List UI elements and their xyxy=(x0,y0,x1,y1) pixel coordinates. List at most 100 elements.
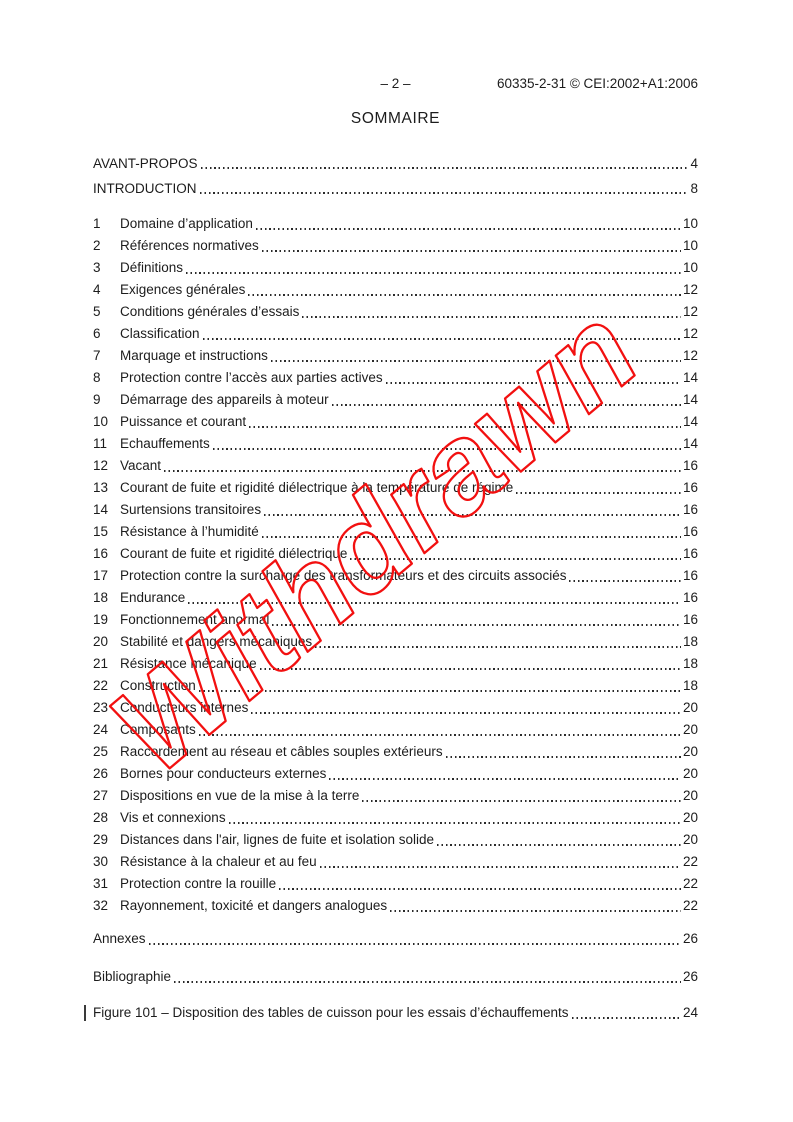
toc-entry: 18 Endurance 16 xyxy=(93,587,698,609)
entry-label: Résistance à la chaleur et au feu xyxy=(120,854,317,869)
entry-page: 10 xyxy=(682,260,698,275)
entry-label: Bornes pour conducteurs externes xyxy=(120,766,327,781)
entry-label: Marquage et instructions xyxy=(120,348,268,363)
dot-leader xyxy=(569,580,681,582)
toc-entry: 4 Exigences générales 12 xyxy=(93,279,698,301)
toc-title: SOMMAIRE xyxy=(350,110,441,127)
toc-entry: 5 Conditions générales d’essais 12 xyxy=(93,301,698,323)
dot-leader xyxy=(248,294,681,296)
dot-leader xyxy=(264,514,681,516)
section-number: 27 xyxy=(93,788,109,803)
entry-page: 16 xyxy=(682,524,698,539)
entry-label: Construction xyxy=(120,678,196,693)
entry-page: 20 xyxy=(682,722,698,737)
dot-leader xyxy=(228,822,681,824)
entry-page: 20 xyxy=(682,788,698,803)
dot-leader xyxy=(571,1017,681,1019)
entry-label: Surtensions transitoires xyxy=(120,502,262,517)
entry-page: 26 xyxy=(682,931,698,946)
entry-page: 16 xyxy=(682,480,698,495)
entry-page: 20 xyxy=(682,700,698,715)
toc-section-list: 1 Domaine d’application 10 2 Références norm… xyxy=(93,213,698,917)
entry-page: 4 xyxy=(690,156,698,171)
dot-leader xyxy=(202,338,681,340)
toc-entry: 32 Rayonnement, toxicité et dangers analo… xyxy=(93,895,698,917)
dot-leader xyxy=(255,228,681,230)
dot-leader xyxy=(164,470,681,472)
dot-leader xyxy=(279,888,681,890)
section-number: 9 xyxy=(93,392,101,407)
entry-label: Vis et connexions xyxy=(120,810,226,825)
section-number: 20 xyxy=(93,634,109,649)
dot-leader xyxy=(385,382,681,384)
page-number-marker: – 2 – xyxy=(380,76,411,91)
entry-label: Fonctionnement anormal xyxy=(120,612,270,627)
toc-entry: 7 Marquage et instructions 12 xyxy=(93,345,698,367)
entry-page: 12 xyxy=(682,304,698,319)
entry-label: Bibliographie xyxy=(93,969,172,984)
toc-entry: Bibliographie 26 xyxy=(93,966,698,988)
dot-leader xyxy=(261,250,681,252)
entry-page: 18 xyxy=(682,656,698,671)
entry-page: 12 xyxy=(682,348,698,363)
section-number: 22 xyxy=(93,678,109,693)
toc-entry: 31 Protection contre la rouille 22 xyxy=(93,873,698,895)
toc-entry: 17 Protection contre la surcharge des tra… xyxy=(93,565,698,587)
dot-leader xyxy=(261,536,681,538)
entry-page: 20 xyxy=(682,832,698,847)
toc-entry: 28 Vis et connexions 20 xyxy=(93,807,698,829)
section-number: 3 xyxy=(93,260,101,275)
entry-label: Protection contre la rouille xyxy=(120,876,277,891)
change-bar xyxy=(84,1005,86,1021)
dot-leader xyxy=(198,734,681,736)
toc-entry: 11 Echauffements 14 xyxy=(93,433,698,455)
dot-leader xyxy=(315,646,681,648)
entry-label: Endurance xyxy=(120,590,186,605)
toc-entry: 26 Bornes pour conducteurs externes 20 xyxy=(93,763,698,785)
section-number: 30 xyxy=(93,854,109,869)
entry-label: Raccordement au réseau et câbles souples… xyxy=(120,744,443,759)
section-number: 29 xyxy=(93,832,109,847)
page-content: – 2 – 60335-2-31 © CEI:2002+A1:2006 SOMM… xyxy=(84,0,698,1024)
toc-entry: 14 Surtensions transitoires 16 xyxy=(93,499,698,521)
section-number: 17 xyxy=(93,568,109,583)
entry-label: Courant de fuite et rigidité diélectriqu… xyxy=(120,546,348,561)
dot-leader xyxy=(186,272,681,274)
toc-entry: 6 Classification 12 xyxy=(93,323,698,345)
document-reference: 60335-2-31 © CEI:2002+A1:2006 xyxy=(497,76,698,91)
entry-page: 12 xyxy=(682,326,698,341)
entry-label: Courant de fuite et rigidité diélectriqu… xyxy=(120,480,514,495)
toc-entry: 29 Distances dans l'air, lignes de fuite … xyxy=(93,829,698,851)
toc-figure-list: Figure 101 – Disposition des tables de c… xyxy=(84,1002,698,1024)
entry-page: 20 xyxy=(682,810,698,825)
toc-entry: 24 Composants 20 xyxy=(93,719,698,741)
entry-label: Résistance mécanique xyxy=(120,656,257,671)
toc-entry: 21 Résistance mécanique 18 xyxy=(93,653,698,675)
dot-leader xyxy=(259,668,681,670)
toc-entry: 3 Définitions 10 xyxy=(93,257,698,279)
toc-entry: 27 Dispositions en vue de la mise à la te… xyxy=(93,785,698,807)
entry-page: 14 xyxy=(682,436,698,451)
dot-leader xyxy=(199,192,689,194)
entry-label: Dispositions en vue de la mise à la terr… xyxy=(120,788,360,803)
section-number: 8 xyxy=(93,370,101,385)
toc-entry: 30 Résistance à la chaleur et au feu 22 xyxy=(93,851,698,873)
toc-entry: 8 Protection contre l’accès aux parties a… xyxy=(93,367,698,389)
section-number: 28 xyxy=(93,810,109,825)
entry-page: 14 xyxy=(682,414,698,429)
entry-page: 22 xyxy=(682,854,698,869)
dot-leader xyxy=(329,778,681,780)
dot-leader xyxy=(390,910,681,912)
page-header: – 2 – 60335-2-31 © CEI:2002+A1:2006 xyxy=(93,76,698,93)
toc-front-matter: AVANT-PROPOS 4 INTRODUCTION 8 xyxy=(93,151,698,201)
toc-entry: 15 Résistance à l’humidité 16 xyxy=(93,521,698,543)
section-number: 7 xyxy=(93,348,101,363)
section-number: 6 xyxy=(93,326,101,341)
entry-page: 22 xyxy=(682,898,698,913)
entry-page: 20 xyxy=(682,766,698,781)
entry-label: Démarrage des appareils à moteur xyxy=(120,392,329,407)
entry-label: Echauffements xyxy=(120,436,210,451)
dot-leader xyxy=(272,624,681,626)
toc-entry: 16 Courant de fuite et rigidité diélectri… xyxy=(93,543,698,565)
